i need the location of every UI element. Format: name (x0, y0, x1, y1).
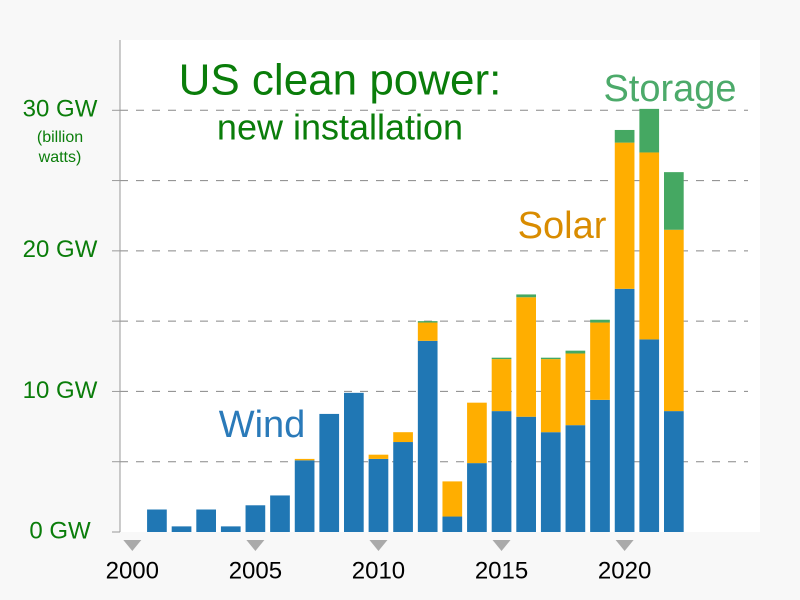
y-tick-label: 10 GW (23, 377, 98, 404)
bar-segment (270, 495, 290, 532)
bar-segment (540, 357, 561, 360)
bar-segment (294, 458, 315, 461)
bar-segment (196, 509, 216, 532)
bar-segment (565, 353, 586, 426)
bar-segment (664, 411, 684, 532)
x-tick-label: 2000 (106, 557, 159, 584)
x-tick-label: 2010 (352, 557, 405, 584)
series-label: Solar (518, 205, 607, 247)
x-tick-label: 2015 (475, 557, 528, 584)
bar-segment (491, 411, 512, 532)
bar-segment (294, 460, 315, 532)
x-tick-mark (369, 540, 388, 551)
x-tick-mark (123, 540, 142, 551)
bar-segment (614, 288, 635, 532)
series-label: Wind (219, 404, 306, 446)
bar-segment (220, 526, 241, 532)
bar-segment (565, 425, 586, 532)
bar-segment (639, 152, 660, 340)
bar-segment (565, 350, 586, 354)
bar-segment (344, 392, 364, 532)
y-unit-note: watts) (38, 149, 82, 166)
y-tick-label: 0 GW (29, 517, 91, 544)
bar-segment (417, 340, 438, 532)
bar-segment (467, 463, 487, 532)
bar-segment (639, 339, 660, 532)
bar-segment (368, 454, 389, 459)
bar-segment (368, 458, 389, 532)
bar-segment (491, 359, 512, 412)
bar-segment (540, 359, 561, 433)
bar-segment (442, 516, 463, 532)
bar-segment (491, 357, 512, 360)
chart-subtitle: new installation (217, 107, 463, 148)
bar-segment (417, 322, 438, 341)
bar-segment (442, 481, 463, 517)
x-tick-label: 2020 (598, 557, 651, 584)
bar-segment (393, 432, 413, 443)
bar-segment (590, 399, 610, 532)
bar-segment (590, 319, 610, 323)
bar-segment (319, 413, 340, 532)
y-tick-label: 20 GW (23, 236, 98, 263)
bar-segment (393, 442, 413, 532)
bar-segment (417, 321, 438, 323)
bar-segment (147, 509, 167, 532)
bar-segment (639, 108, 660, 153)
y-tick-label: 30 GW (23, 96, 98, 123)
bar-segment (516, 297, 536, 417)
bar-segment (590, 322, 610, 400)
bar-segment (614, 142, 635, 289)
bar-segment (540, 432, 561, 532)
bar-segment (664, 172, 684, 230)
bar-segment (467, 402, 487, 464)
x-tick-mark (492, 540, 511, 551)
y-unit-note: (billion (37, 129, 83, 146)
bar-segment (516, 294, 536, 298)
bar-segment (664, 229, 684, 412)
x-tick-label: 2005 (229, 557, 282, 584)
bar-segment (245, 505, 266, 532)
bar-segment (516, 416, 536, 532)
x-tick-mark (246, 540, 265, 551)
chart-title: US clean power: (179, 56, 502, 105)
x-tick-mark (615, 540, 634, 551)
bar-segment (171, 526, 192, 532)
series-label: Storage (603, 68, 736, 110)
bar-segment (614, 129, 635, 143)
